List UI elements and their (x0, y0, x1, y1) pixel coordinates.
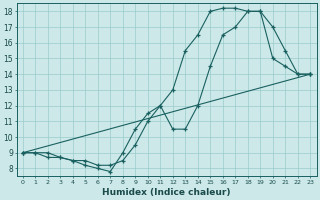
X-axis label: Humidex (Indice chaleur): Humidex (Indice chaleur) (102, 188, 231, 197)
